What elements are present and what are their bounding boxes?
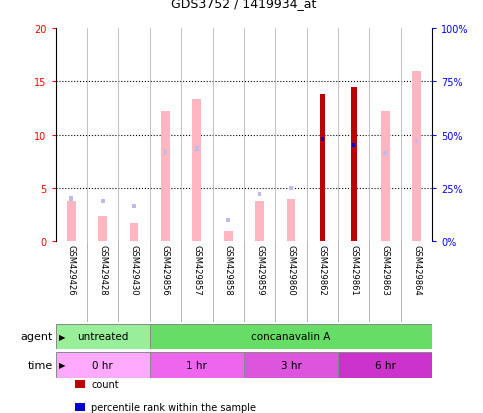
Text: GSM429860: GSM429860 [286, 244, 296, 294]
Text: concanavalin A: concanavalin A [251, 332, 331, 342]
Bar [321, 138, 324, 142]
Bar [70, 197, 73, 201]
Text: GSM429861: GSM429861 [349, 244, 358, 294]
Bar [132, 204, 136, 209]
Bar [255, 201, 264, 242]
Bar [161, 112, 170, 242]
Text: GSM429426: GSM429426 [67, 244, 76, 294]
Text: GSM429856: GSM429856 [161, 244, 170, 294]
Bar [129, 223, 139, 242]
Bar [67, 201, 76, 242]
Text: 0 hr: 0 hr [92, 360, 113, 370]
Bar [164, 150, 167, 154]
Bar [338, 352, 432, 378]
Text: 3 hr: 3 hr [281, 360, 301, 370]
Text: ▶: ▶ [59, 361, 66, 369]
Bar [352, 144, 355, 148]
Text: untreated: untreated [77, 332, 128, 342]
Bar [56, 324, 150, 349]
Bar [289, 186, 293, 190]
Text: GSM429428: GSM429428 [98, 244, 107, 294]
Text: percentile rank within the sample: percentile rank within the sample [91, 402, 256, 412]
Text: GSM429863: GSM429863 [381, 244, 390, 295]
Bar [101, 199, 104, 203]
Text: agent: agent [21, 332, 53, 342]
Bar [224, 231, 233, 242]
Bar [227, 218, 230, 223]
Text: ▶: ▶ [59, 332, 66, 341]
Bar [351, 88, 356, 242]
Bar [150, 352, 244, 378]
Text: 6 hr: 6 hr [375, 360, 396, 370]
Text: count: count [91, 379, 119, 389]
Text: GDS3752 / 1419934_at: GDS3752 / 1419934_at [171, 0, 316, 10]
Bar [150, 324, 432, 349]
Bar [381, 112, 390, 242]
Text: GSM429864: GSM429864 [412, 244, 421, 294]
Text: GSM429859: GSM429859 [255, 244, 264, 294]
Bar [258, 193, 261, 197]
Bar [98, 216, 107, 242]
Bar [415, 140, 418, 144]
Bar [195, 147, 199, 151]
Text: GSM429862: GSM429862 [318, 244, 327, 294]
Bar [286, 199, 296, 242]
Bar [384, 151, 387, 155]
Bar [192, 100, 201, 242]
Text: GSM429858: GSM429858 [224, 244, 233, 294]
Bar [412, 71, 421, 242]
Text: 1 hr: 1 hr [186, 360, 207, 370]
Bar [320, 95, 325, 242]
Bar [56, 352, 150, 378]
Bar [244, 352, 338, 378]
Text: GSM429430: GSM429430 [129, 244, 139, 294]
Text: time: time [28, 360, 53, 370]
Text: GSM429857: GSM429857 [192, 244, 201, 294]
